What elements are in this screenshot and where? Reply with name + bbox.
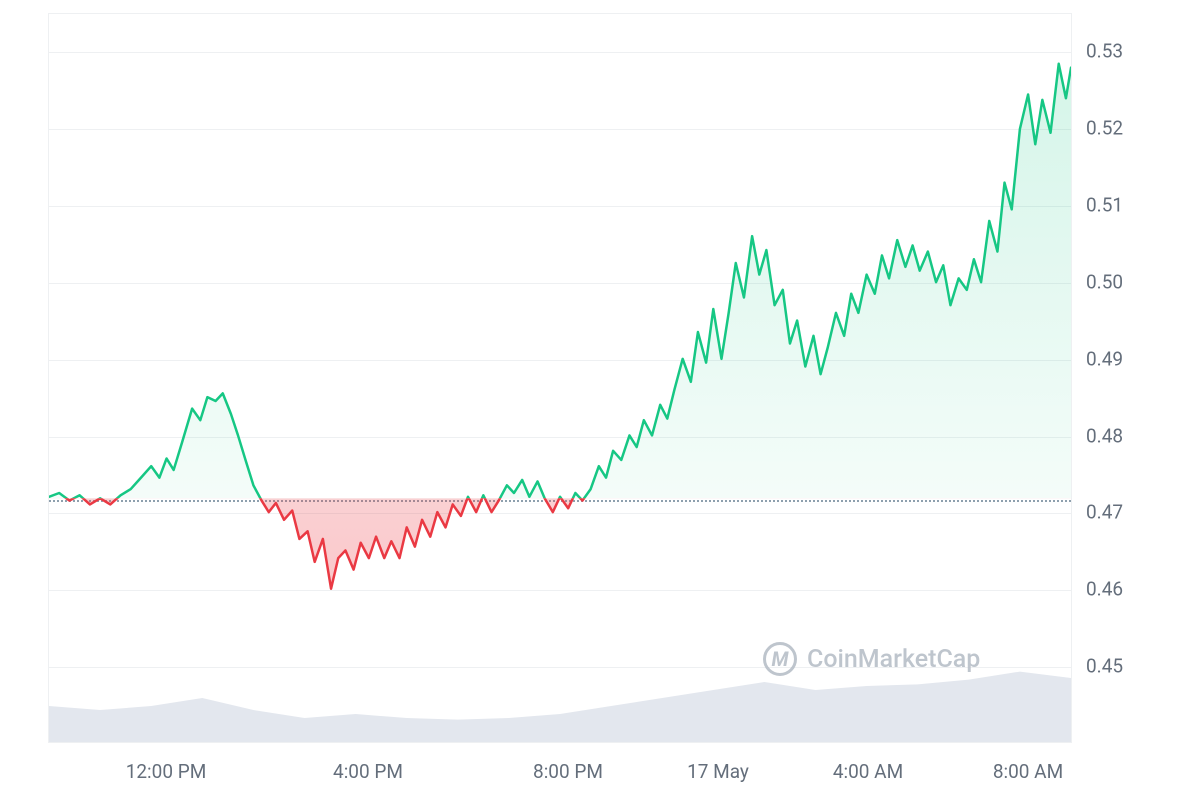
- y-axis-label: 0.45: [1086, 655, 1166, 678]
- y-axis-label: 0.53: [1086, 40, 1166, 63]
- x-axis-label: 12:00 PM: [126, 760, 207, 783]
- price-series: [49, 14, 1071, 742]
- y-axis-label: 0.49: [1086, 347, 1166, 370]
- watermark: M CoinMarketCap: [763, 634, 980, 684]
- y-axis-label: 0.47: [1086, 501, 1166, 524]
- price-chart: M CoinMarketCap 0.45 0.46 0.47 0.48 0.49 0.50…: [0, 0, 1200, 800]
- plot-area[interactable]: M CoinMarketCap: [48, 13, 1072, 743]
- y-axis-label: 0.46: [1086, 578, 1166, 601]
- x-axis-label: 4:00 PM: [333, 760, 403, 783]
- y-axis-label: 0.50: [1086, 270, 1166, 293]
- y-axis-label: 0.51: [1086, 194, 1166, 217]
- y-axis-label: 0.48: [1086, 424, 1166, 447]
- x-axis-label: 8:00 PM: [533, 760, 603, 783]
- x-axis-label: 8:00 AM: [993, 760, 1063, 783]
- coinmarketcap-logo-icon: M: [763, 642, 797, 676]
- x-axis-label: 4:00 AM: [833, 760, 903, 783]
- watermark-text: CoinMarketCap: [807, 645, 980, 674]
- x-axis-label: 17 May: [687, 760, 749, 783]
- y-axis-label: 0.52: [1086, 117, 1166, 140]
